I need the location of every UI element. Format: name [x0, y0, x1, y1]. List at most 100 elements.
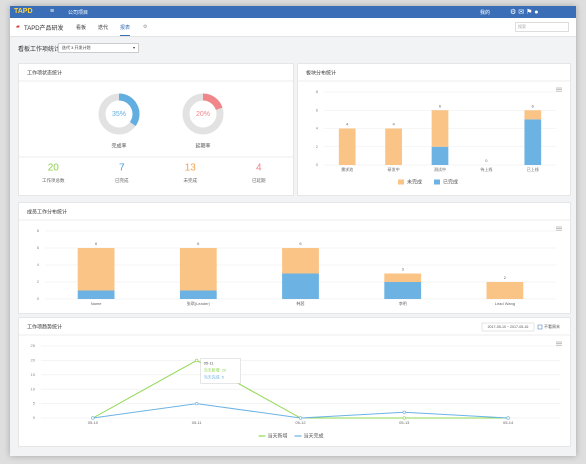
donut-value: 20%	[196, 111, 210, 118]
bar-segment	[338, 128, 356, 165]
tooltip	[200, 358, 241, 384]
date-range[interactable]: 2017-05-10 ~ 2017-05-16	[488, 325, 529, 329]
x-tick-label: 05-11	[192, 420, 203, 425]
y-tick-label: 8	[316, 89, 319, 94]
settings-icon[interactable]: ⚙	[143, 24, 148, 30]
tooltip-name: 当天新增	[204, 366, 220, 372]
bar-segment	[524, 110, 542, 120]
y-tick-label: 0	[316, 162, 319, 167]
tab[interactable]: 看板	[76, 25, 87, 31]
donut-label: 延期率	[196, 142, 211, 149]
total-label: 6	[532, 103, 535, 108]
stat-value: 7	[119, 163, 125, 174]
bar-segment	[179, 248, 217, 291]
search-box[interactable]: 搜索	[515, 22, 569, 32]
chart: 成员工作分布统计 0 2 4 6 8 6 Name 6 张琪(Leader) 6 韩茜 3 李明 2 Lead…	[19, 208, 570, 306]
select-value: 迭代 3 开发计划	[62, 45, 91, 50]
legend-swatch	[398, 179, 404, 185]
tooltip-name: 当天完成	[204, 373, 220, 379]
point	[506, 416, 510, 420]
legend-label[interactable]: 当天新增	[268, 432, 288, 439]
x-tick-label: 已上线	[527, 166, 539, 172]
donut-arc	[118, 93, 140, 127]
tooltip-date: 05-11	[204, 360, 215, 365]
point	[195, 358, 199, 363]
y-tick-label: 25	[31, 343, 36, 348]
total-label: 6	[299, 241, 302, 246]
bar-segment	[431, 110, 449, 147]
bar-segment	[384, 282, 422, 299]
iteration-select[interactable]: 迭代 3 开发计划 ▾	[58, 43, 139, 53]
bar-segment	[282, 273, 319, 299]
bar-segment	[431, 146, 449, 165]
stat-value: 20	[48, 163, 60, 174]
app-window: TAPD ≡ 公司项目 我的 ⚙ ✉ ⚑ ● ▰ TAPD产品研发 看板 迭代 …	[10, 6, 576, 456]
x-tick-label: 测试中	[434, 166, 446, 172]
x-tick-label: 05-10	[88, 420, 99, 425]
page-title: 看板工作项统计	[18, 47, 61, 53]
tooltip-value: 5	[222, 374, 225, 379]
board-panel: 板块分布统计 0 2 4 6 8 4 需求池 4 研发中 6 测试中 0 待上线 6 已上线 未完成 已完成	[297, 63, 571, 196]
select-arrow: ▾	[132, 45, 135, 50]
status-panel: 工作项状态统计 35% 完成率 20% 延期率 20 工作项总数 7 已完成 13 未完成 4 已延期	[18, 63, 294, 196]
x-tick-label: 待上线	[480, 166, 492, 172]
bar-segment	[77, 290, 115, 299]
member-panel: 成员工作分布统计 0 2 4 6 8 6 Name 6 张琪(Leader) 6 韩茜 3 李明 2 Lead…	[18, 202, 571, 314]
y-tick-label: 0	[33, 415, 36, 420]
bar-segment	[384, 273, 422, 282]
total-label: 4	[392, 122, 395, 127]
point	[298, 416, 303, 420]
trend-panel: 工作项趋势统计 2017-05-10 ~ 2017-05-16 不看周末 0 5 10 15…	[18, 317, 571, 447]
x-tick-label: 05-13	[399, 420, 410, 425]
bar-segment	[77, 248, 115, 291]
logo[interactable]: TAPD	[14, 8, 33, 15]
tooltip-row: 当天完成5	[204, 373, 225, 379]
x-tick-label: 李明	[399, 300, 407, 306]
user-menu[interactable]: 我的	[480, 10, 491, 16]
y-tick-label: 2	[37, 279, 40, 284]
y-tick-label: 2	[316, 144, 319, 149]
checkbox-label[interactable]: 不看周末	[544, 323, 560, 329]
y-tick-label: 5	[33, 401, 36, 406]
y-tick-label: 20	[31, 357, 36, 362]
y-tick-label: 10	[31, 386, 36, 391]
checkbox[interactable]	[537, 324, 543, 330]
legend-label[interactable]: 已完成	[443, 178, 458, 185]
point	[195, 401, 199, 406]
y-tick-label: 4	[316, 126, 319, 131]
total-label: 6	[439, 103, 442, 108]
menu-icon[interactable]: ≡	[50, 8, 55, 15]
legend-label[interactable]: 未完成	[407, 178, 422, 185]
total-label: 0	[485, 158, 488, 163]
donut-value: 35%	[112, 111, 126, 118]
bar-segment	[179, 290, 217, 299]
x-tick-label: 需求池	[341, 166, 353, 172]
chart: 工作项趋势统计 2017-05-10 ~ 2017-05-16 不看周末 0 5 10 15…	[19, 322, 570, 439]
top-nav: TAPD ≡ 公司项目 我的 ⚙ ✉ ⚑ ●	[10, 6, 576, 18]
tab[interactable]: 迭代	[98, 25, 109, 31]
y-tick-label: 0	[37, 296, 40, 301]
workspace[interactable]: 公司项目	[68, 10, 89, 16]
stat-label: 已完成	[115, 177, 129, 184]
y-tick-label: 15	[31, 372, 36, 377]
stat-label: 工作项总数	[42, 177, 65, 184]
nav-icons[interactable]: ⚙ ✉ ⚑ ●	[510, 9, 539, 16]
panel-title: 工作项状态统计	[27, 69, 62, 76]
x-tick-label: 05-12	[295, 420, 306, 425]
x-tick-label: 研发中	[388, 166, 400, 172]
stat-value: 13	[185, 163, 197, 174]
point	[91, 416, 95, 420]
tab-active[interactable]: 报表	[120, 24, 131, 36]
x-tick-label: 韩茜	[297, 300, 305, 306]
legend-label[interactable]: 当天完成	[304, 432, 324, 439]
total-label: 3	[402, 267, 405, 272]
project-name[interactable]: TAPD产品研发	[24, 26, 64, 32]
y-tick-label: 4	[37, 262, 40, 267]
tooltip-value: 20	[222, 367, 227, 372]
point	[402, 410, 406, 414]
total-label: 2	[504, 275, 507, 280]
date-range-box[interactable]	[481, 322, 535, 332]
project-bar: ▰ TAPD产品研发 看板 迭代 报表 ⚙ 搜索	[10, 18, 576, 37]
donut-label: 完成率	[112, 142, 127, 149]
